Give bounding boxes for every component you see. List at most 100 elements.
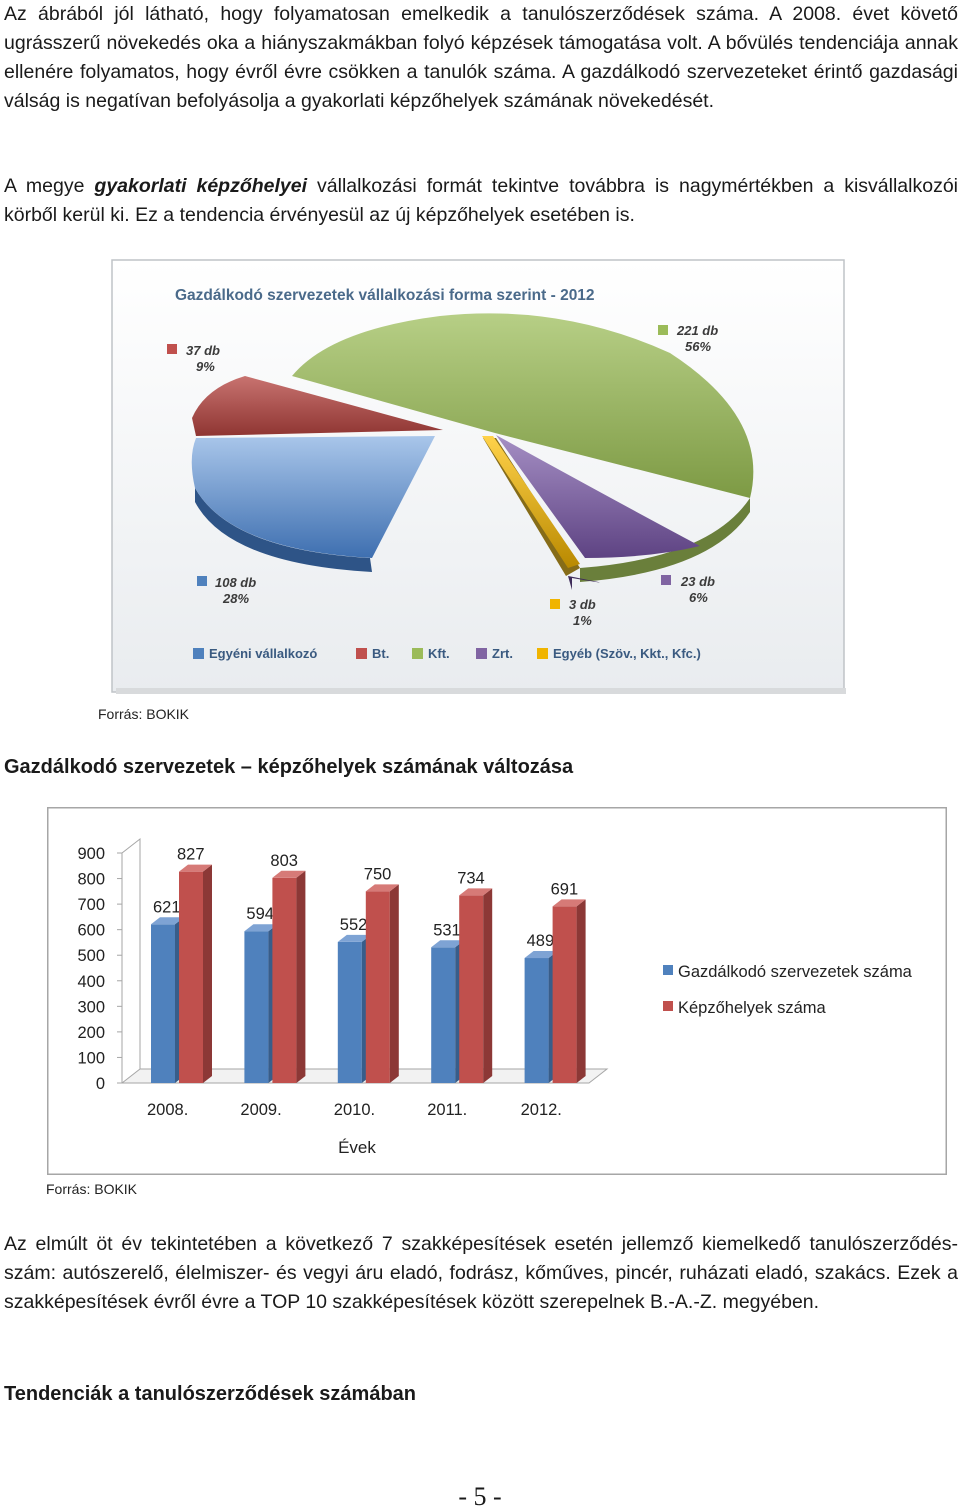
legend-swatch-training-places [663, 1001, 673, 1011]
bar-organizations [431, 947, 456, 1083]
pie-slice-kft [292, 313, 754, 498]
bar-training-places [272, 877, 297, 1083]
x-category-label: 2011. [427, 1101, 467, 1119]
x-category-label: 2009. [240, 1101, 281, 1119]
legend-swatch-egyeb [537, 648, 548, 659]
bar-side [389, 884, 399, 1083]
bar-chart: 900 800 700 600 500 400 300 200 100 0 621 827 2008.… [47, 807, 947, 1175]
y-tick-label: 100 [77, 1049, 105, 1067]
bar-organizations [524, 958, 549, 1083]
emphasis-text: gyakorlati képzőhelyei [94, 175, 308, 197]
bar-training-places [179, 871, 203, 1083]
legend-swatch-organizations [663, 965, 673, 975]
label-pct-egyeb: 1% [573, 613, 592, 628]
bar-side [296, 870, 306, 1083]
legend-label-training-places: Képzőhelyek száma [678, 999, 826, 1017]
legend-swatch-egyeni [193, 648, 204, 659]
legend-swatch-kft [412, 648, 423, 659]
label-marker-kft [658, 325, 668, 335]
bar-value-label: 531 [433, 921, 461, 939]
bar-top [337, 934, 371, 942]
legend-label-zrt: Zrt. [492, 646, 513, 661]
bar-top [272, 870, 306, 878]
bar-organizations [151, 924, 175, 1083]
bar-top [459, 888, 493, 896]
paragraph-text-end: vállalkozási formát tekintve továbbra is… [4, 175, 958, 226]
section-heading: Tendenciák a tanulószerződések számában [4, 1383, 417, 1405]
bar-side [483, 888, 493, 1083]
bar-chart-figure: 900 800 700 600 500 400 300 200 100 0 621 827 2008.… [47, 807, 947, 1175]
label-count-egyeb: 3 db [569, 597, 596, 612]
training-places-paragraph: A megye gyakorlati képzőhelyei vállalkoz… [4, 172, 958, 230]
bar-top [151, 917, 184, 925]
x-category-label: 2010. [334, 1101, 375, 1119]
pie-chart: Gazdálkodó szervezetek vállalkozási form… [111, 259, 846, 694]
bar-value-label: 803 [270, 852, 298, 870]
bar-training-places [552, 906, 577, 1083]
label-count-kft: 221 db [676, 323, 718, 338]
x-category-label: 2012. [521, 1101, 562, 1119]
label-count-egyeni: 108 db [215, 575, 256, 590]
legend-label-egyeni: Egyéni vállalkozó [209, 646, 317, 661]
bar-top [365, 884, 399, 892]
label-count-bt: 37 db [186, 343, 220, 358]
bar-top [179, 864, 212, 872]
y-tick-label: 600 [77, 922, 105, 940]
label-marker-egyeb [550, 599, 560, 609]
y-tick-label: 0 [96, 1075, 105, 1093]
pie-slice-zrt [496, 435, 700, 558]
bar-top [431, 940, 465, 948]
label-marker-egyeni [197, 576, 207, 586]
y-tick-label: 700 [77, 896, 105, 914]
y-tick-label: 800 [77, 871, 105, 889]
bar-value-label: 691 [551, 880, 579, 898]
intro-paragraph: Az ábrából jól látható, hogy folyamatosa… [4, 3, 958, 112]
legend-label-egyeb: Egyéb (Szöv., Kkt., Kfc.) [553, 646, 701, 661]
bar-value-label: 552 [340, 916, 368, 934]
bar-organizations [337, 941, 362, 1083]
y-tick-label: 300 [77, 998, 105, 1016]
legend-swatch-bt [356, 648, 367, 659]
bar-top [552, 899, 586, 907]
pie-slice-bt [192, 376, 443, 436]
x-axis-title: Évek [338, 1138, 376, 1157]
bar-value-label: 594 [246, 905, 274, 923]
label-marker-bt [167, 344, 177, 354]
page-number: - 5 - [458, 1482, 502, 1511]
label-count-zrt: 23 db [680, 574, 715, 589]
legend-label-kft: Kft. [428, 646, 450, 661]
bar-value-label: 750 [364, 865, 392, 883]
bar-top [524, 951, 558, 959]
x-category-label: 2008. [147, 1101, 188, 1119]
qualifications-paragraph: Az elmúlt öt év tekintetében a következő… [4, 1233, 958, 1313]
label-pct-kft: 56% [685, 339, 711, 354]
bar-value-label: 827 [177, 846, 205, 864]
bar-value-label: 734 [457, 869, 485, 887]
bar-legend: Gazdálkodó szervezetek száma Képzőhelyek… [663, 963, 913, 1017]
bar-value-label: 489 [527, 932, 555, 950]
legend-label-bt: Bt. [372, 646, 389, 661]
label-pct-zrt: 6% [689, 590, 708, 605]
paragraph-text-start: A megye [4, 175, 95, 197]
y-tick-label: 900 [77, 845, 105, 863]
y-tick-label: 400 [77, 973, 105, 991]
pie-slice-egyeni [191, 436, 435, 558]
legend-label-organizations: Gazdálkodó szervezetek száma [678, 963, 913, 981]
pie-source: Forrás: BOKIK [98, 706, 190, 722]
bar-source: Forrás: BOKIK [46, 1181, 138, 1197]
pie-chart-figure: Gazdálkodó szervezetek vállalkozási form… [110, 258, 850, 698]
legend-swatch-zrt [476, 648, 487, 659]
label-pct-bt: 9% [196, 359, 215, 374]
label-marker-zrt [661, 575, 671, 585]
pie-legend: Egyéni vállalkozó Bt. Kft. Zrt. Egyéb (S… [193, 646, 701, 661]
label-pct-egyeni: 28% [222, 591, 249, 606]
pie-title: Gazdálkodó szervezetek vállalkozási form… [175, 287, 595, 304]
pie-slice-egyeb [482, 436, 580, 568]
bar-training-places [365, 891, 390, 1083]
y-tick-label: 500 [77, 947, 105, 965]
bar-side [203, 864, 212, 1083]
bar-value-label: 621 [153, 898, 181, 916]
bar-chart-heading: Gazdálkodó szervezetek – képzőhelyek szá… [4, 756, 574, 778]
bar-training-places [459, 895, 484, 1083]
bar-side [576, 899, 586, 1083]
